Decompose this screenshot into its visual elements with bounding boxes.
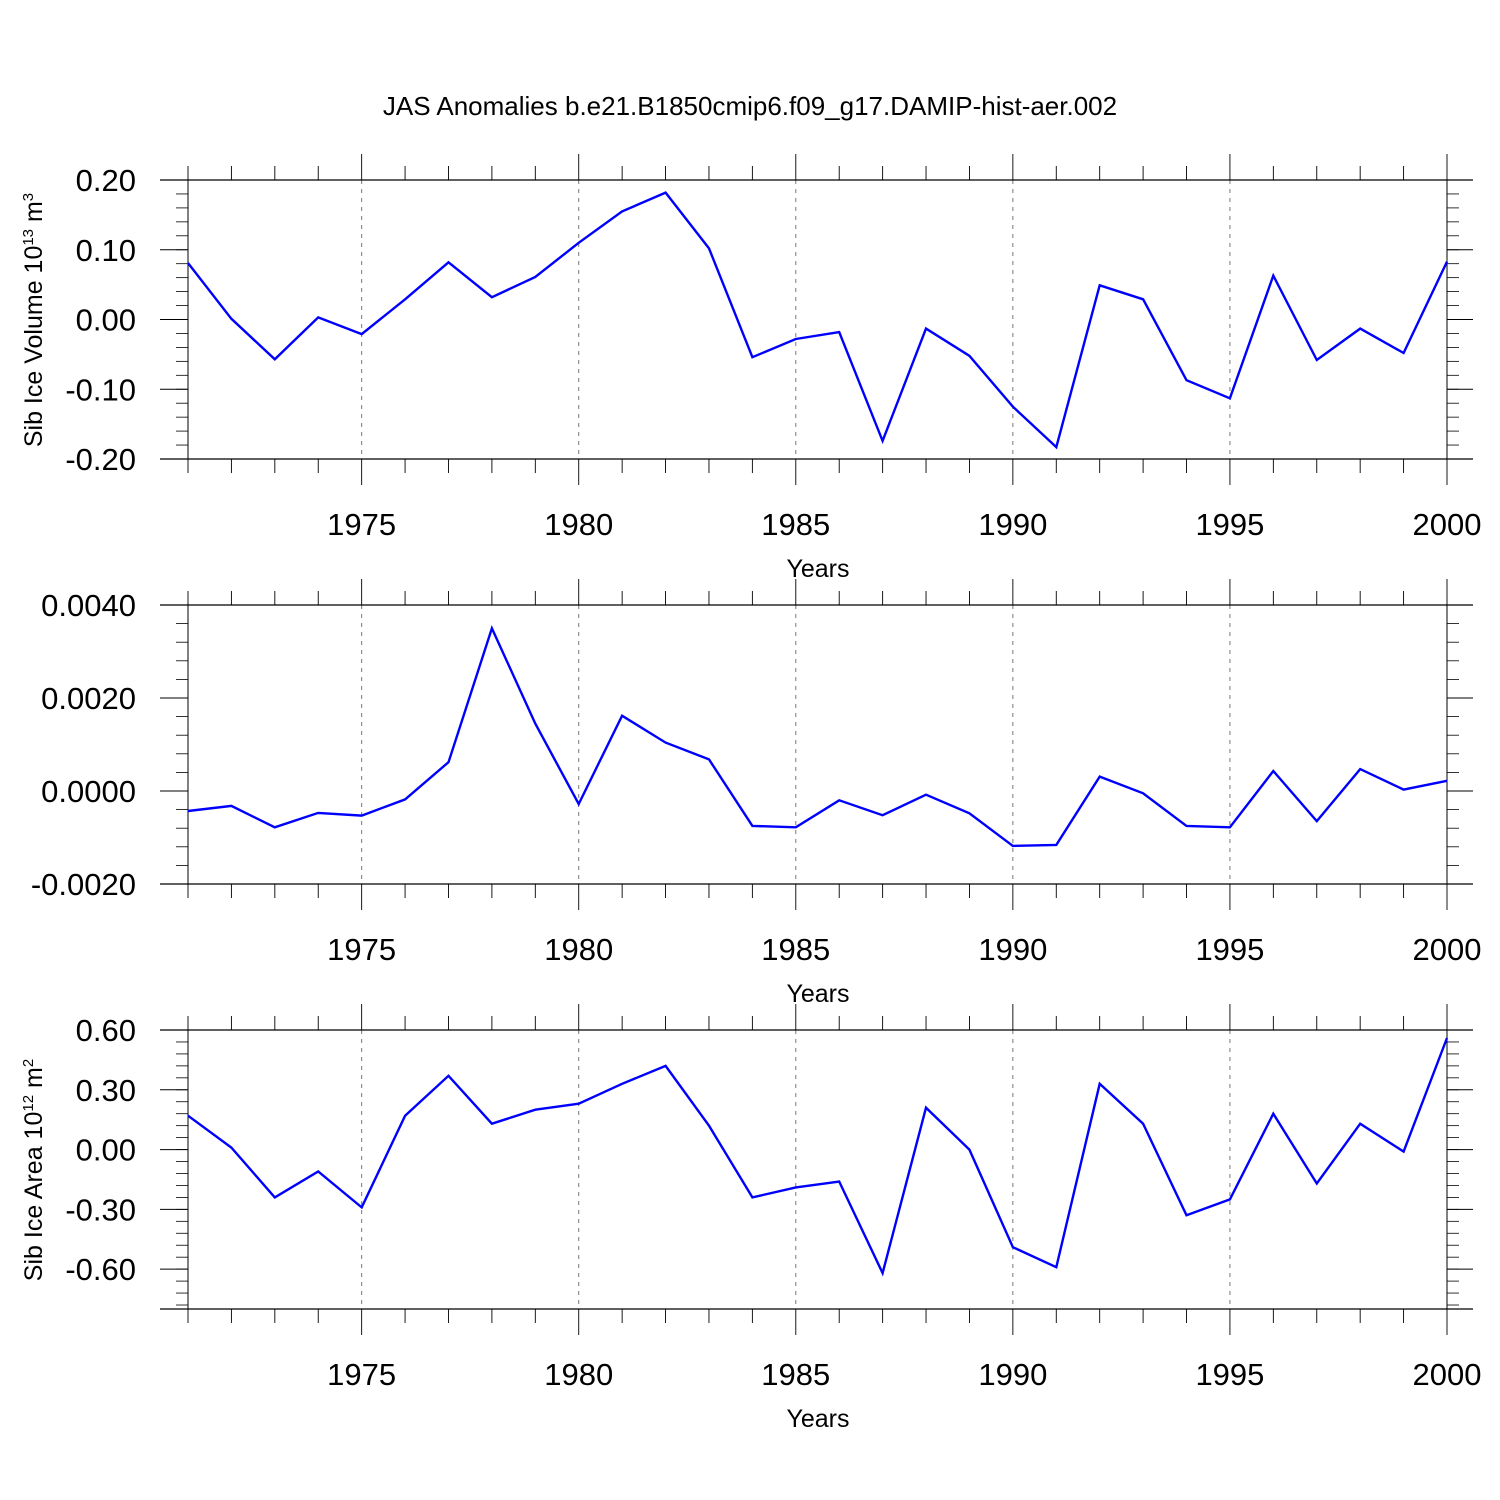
x-axis-label: Years bbox=[786, 555, 849, 583]
panels: 0.20 0.10 0.00 -0.10 -0.20 1975 1980 1985 1990 19… bbox=[20, 154, 1482, 1433]
x-tick-label-1980: 1980 bbox=[544, 1357, 613, 1392]
y-tick-label: 0.0040 bbox=[41, 588, 136, 623]
x-tick-label-1980: 1980 bbox=[544, 932, 613, 967]
x-tick-label-1975: 1975 bbox=[327, 932, 396, 967]
x-axis-label: Years bbox=[786, 980, 849, 1008]
x-tick-label-1990: 1990 bbox=[978, 932, 1047, 967]
x-tick-label-1980: 1980 bbox=[544, 507, 613, 542]
y-tick-label: 0.20 bbox=[76, 163, 136, 198]
x-tick-label-1990: 1990 bbox=[978, 507, 1047, 542]
x-tick-label-2000: 2000 bbox=[1413, 1357, 1482, 1392]
panel-2: 0.0040 0.0020 0.0000 -0.0020 1975 1980 1985 199… bbox=[31, 579, 1482, 1008]
y-tick-label: 0.30 bbox=[76, 1073, 136, 1108]
series-line-1 bbox=[187, 191, 1449, 450]
chart-title: JAS Anomalies b.e21.B1850cmip6.f09_g17.D… bbox=[383, 91, 1117, 121]
y-tick-label: 0.10 bbox=[76, 233, 136, 268]
y-tick-label: -0.10 bbox=[65, 372, 136, 407]
y-tick-label: 0.0020 bbox=[41, 681, 136, 716]
x-tick-label-1985: 1985 bbox=[761, 1357, 830, 1392]
y-tick-label: -0.30 bbox=[65, 1192, 136, 1227]
y-tick-label: -0.0020 bbox=[31, 867, 136, 902]
x-tick-label-1975: 1975 bbox=[327, 507, 396, 542]
y-tick-label: 0.60 bbox=[76, 1013, 136, 1048]
series-line-1 bbox=[187, 624, 1448, 848]
x-tick-label-2000: 2000 bbox=[1413, 507, 1482, 542]
y-axis-label: Sib Ice Volume 1013 m3 bbox=[20, 193, 48, 447]
x-tick-label-1990: 1990 bbox=[978, 1357, 1047, 1392]
y-tick-label: 0.0000 bbox=[41, 774, 136, 809]
x-tick-label-1985: 1985 bbox=[761, 932, 830, 967]
y-tick-label: 0.00 bbox=[76, 303, 136, 338]
x-tick-label-1995: 1995 bbox=[1195, 507, 1264, 542]
y-tick-label: -0.20 bbox=[65, 442, 136, 477]
y-tick-label: 0.00 bbox=[76, 1133, 136, 1168]
x-tick-label-1995: 1995 bbox=[1195, 1357, 1264, 1392]
x-axis-label: Years bbox=[786, 1405, 849, 1433]
x-tick-label-2000: 2000 bbox=[1413, 932, 1482, 967]
x-tick-label-1995: 1995 bbox=[1195, 932, 1264, 967]
y-tick-label: -0.60 bbox=[65, 1252, 136, 1287]
series-line-1 bbox=[187, 1037, 1449, 1277]
x-tick-label-1975: 1975 bbox=[327, 1357, 396, 1392]
y-axis-label: Sib Ice Area 1012 m2 bbox=[20, 1059, 48, 1281]
x-tick-label-1985: 1985 bbox=[761, 507, 830, 542]
panel-3: 0.60 0.30 0.00 -0.30 -0.60 1975 1980 1985 1990 19… bbox=[20, 1004, 1481, 1433]
panel-1: 0.20 0.10 0.00 -0.10 -0.20 1975 1980 1985 1990 19… bbox=[20, 154, 1481, 583]
